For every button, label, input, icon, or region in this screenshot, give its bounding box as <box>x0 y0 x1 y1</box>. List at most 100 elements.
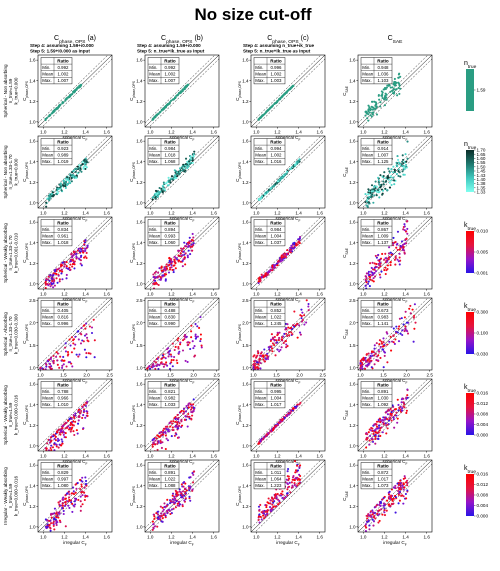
data-point <box>188 487 191 490</box>
data-point <box>296 484 299 487</box>
data-point <box>385 86 389 89</box>
data-point <box>172 271 175 274</box>
data-point <box>174 489 177 492</box>
data-point <box>369 354 372 357</box>
data-point <box>61 442 64 445</box>
data-point <box>394 255 397 258</box>
data-point <box>257 363 260 366</box>
data-point <box>183 499 186 502</box>
data-point <box>397 340 401 343</box>
data-point <box>66 177 69 180</box>
table-value: 0.834 <box>58 227 70 232</box>
y-tick-label: 1.2 <box>242 504 249 509</box>
data-point <box>386 175 389 178</box>
colorbar-swatch <box>466 69 474 111</box>
table-value: 0.993 <box>165 234 177 239</box>
table-value: 0.984 <box>165 146 177 151</box>
data-point <box>398 256 401 259</box>
data-point <box>403 406 406 409</box>
x-tick-label: 1.6 <box>317 210 324 215</box>
colorbar-swatch <box>466 393 474 435</box>
data-point <box>71 173 74 177</box>
data-point <box>174 345 177 349</box>
data-point <box>175 495 178 498</box>
data-point <box>373 354 376 357</box>
data-point <box>389 90 392 93</box>
data-point <box>397 486 400 489</box>
x-tick-label: 1.0 <box>144 372 151 377</box>
data-point <box>385 331 388 334</box>
table-row-label: Min. <box>362 227 370 232</box>
data-point <box>286 323 289 326</box>
data-point <box>82 340 85 343</box>
data-point <box>45 205 48 208</box>
table-row-label: Min. <box>149 146 157 151</box>
data-point <box>391 171 395 174</box>
data-point <box>371 440 375 443</box>
data-point <box>52 371 54 373</box>
data-point <box>49 527 52 530</box>
data-point <box>406 332 410 335</box>
data-point <box>191 161 194 164</box>
data-point <box>378 424 381 427</box>
x-tick-label: 1.4 <box>189 291 196 296</box>
data-point <box>381 94 384 97</box>
data-point <box>368 360 371 363</box>
data-point <box>59 433 62 436</box>
table-value: 0.830 <box>165 315 177 320</box>
data-point <box>260 511 263 514</box>
data-point <box>401 165 404 168</box>
table-value: 1.007 <box>58 78 70 83</box>
data-point <box>186 256 189 259</box>
table-value: 0.488 <box>165 308 177 313</box>
data-point <box>257 281 260 285</box>
data-point <box>161 431 164 434</box>
data-point <box>274 494 277 497</box>
data-point <box>170 262 173 265</box>
data-point <box>49 452 51 454</box>
data-point <box>53 528 56 531</box>
data-point <box>387 84 390 87</box>
data-point <box>290 328 294 331</box>
table-value: 1.016 <box>271 159 283 164</box>
y-tick-label: 1.4 <box>136 240 143 245</box>
x-tick-label: 1.4 <box>189 129 196 134</box>
data-point <box>63 265 66 268</box>
data-point <box>173 177 176 180</box>
data-point <box>373 363 376 366</box>
data-point <box>286 344 289 348</box>
data-point <box>193 345 196 348</box>
x-tick-label: 1.4 <box>295 210 302 215</box>
colorbar-tick-label: 1.55 <box>477 160 486 165</box>
data-point <box>180 483 183 486</box>
data-point <box>164 434 167 437</box>
data-point <box>159 278 162 281</box>
data-point <box>191 232 194 236</box>
data-point <box>268 107 272 110</box>
data-point <box>406 227 409 230</box>
data-point <box>297 160 300 163</box>
data-point <box>375 256 378 259</box>
table-value: 0.983 <box>378 315 390 320</box>
data-point <box>383 507 386 510</box>
data-point <box>172 420 175 423</box>
y-axis-label: Cphase,OPS <box>235 162 242 182</box>
data-point <box>70 501 73 504</box>
data-point <box>382 174 385 178</box>
data-point <box>83 334 87 337</box>
table-row-label: Max. <box>149 483 159 488</box>
table-row-label: Max. <box>255 78 265 83</box>
data-point <box>403 475 406 478</box>
data-point <box>377 435 380 438</box>
x-tick-label: 1.6 <box>211 453 218 458</box>
data-point <box>49 358 52 361</box>
table-header: Ratio <box>164 139 176 144</box>
data-point <box>154 367 157 370</box>
data-point <box>293 325 296 328</box>
colorbar-tick-label: 0.030 <box>477 352 489 357</box>
